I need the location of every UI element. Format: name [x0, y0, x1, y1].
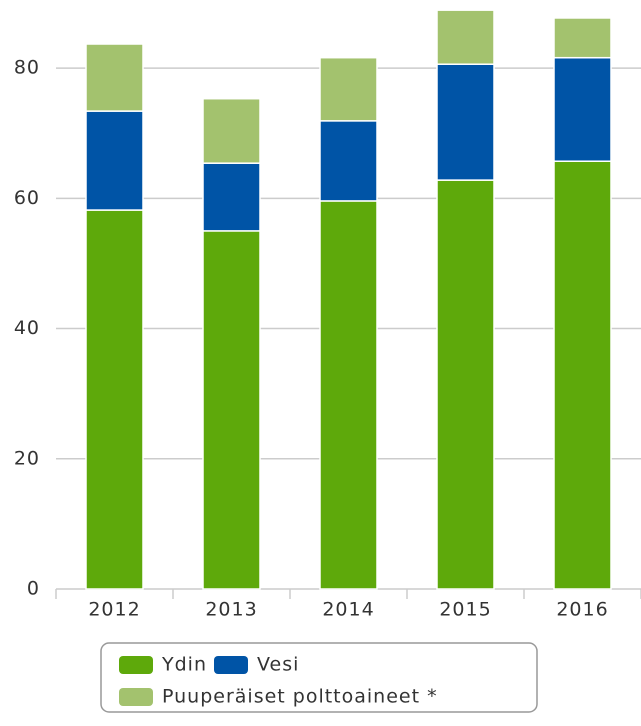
bar-segment	[553, 17, 612, 59]
legend-label: Vesi	[257, 654, 299, 676]
bar-segment	[85, 110, 144, 211]
bar-segment	[202, 162, 261, 232]
bar-segment	[319, 200, 378, 590]
bar-segment	[202, 230, 261, 590]
legend-swatch	[119, 688, 153, 706]
bar-segment	[319, 120, 378, 202]
x-tick-label: 2013	[205, 599, 257, 621]
bar-segment	[553, 56, 612, 162]
legend-swatch	[119, 656, 153, 674]
legend-label: Ydin	[161, 654, 207, 676]
bar-segment	[436, 63, 495, 181]
y-tick-label: 60	[14, 187, 40, 209]
y-tick-label: 80	[14, 57, 40, 79]
bar-segment	[85, 209, 144, 590]
x-tick-label: 2015	[439, 599, 491, 621]
legend-swatch	[214, 656, 248, 674]
bar-segment	[436, 179, 495, 590]
bar-segment	[553, 160, 612, 590]
y-tick-label: 20	[14, 447, 40, 469]
legend-label: Puuperäiset polttoaineet *	[162, 686, 438, 708]
x-tick-label: 2012	[88, 599, 140, 621]
bar-segment	[85, 43, 144, 112]
y-tick-label: 40	[14, 317, 40, 339]
y-tick-label: 0	[27, 578, 40, 600]
legend-box	[100, 642, 538, 713]
bar-segment	[202, 97, 261, 164]
x-tick-label: 2014	[322, 599, 374, 621]
bar-segment	[319, 56, 378, 122]
bar-segment	[436, 9, 495, 65]
x-tick-label: 2016	[556, 599, 608, 621]
